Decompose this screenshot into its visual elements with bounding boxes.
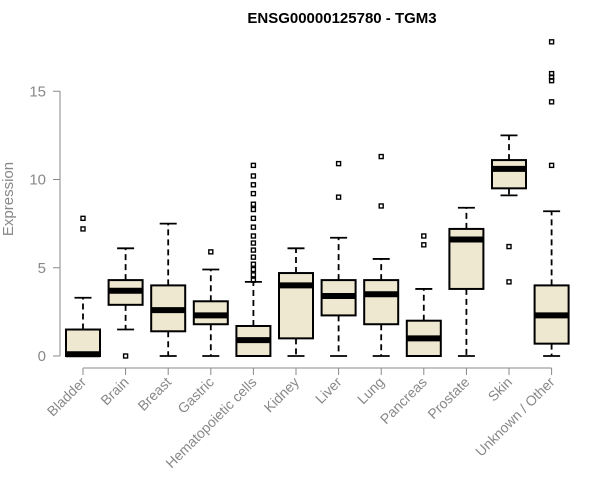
x-tick-label: Bladder [44,374,90,420]
x-tick-label: Pancreas [377,374,430,427]
box-lung [363,153,400,357]
outlier-point [548,99,555,105]
outlier-point [335,194,342,200]
outlier-point [250,261,257,267]
outlier-point [250,277,257,283]
outlier-point [548,39,555,45]
box-unknown-other [533,39,570,357]
outlier-point [548,70,555,77]
outlier-point [421,233,427,239]
y-tick-label: 15 [29,83,46,100]
outlier-point [250,215,257,222]
box-hematopoietic-cells [235,162,272,357]
outlier-point [250,162,257,169]
outlier-point [421,242,427,248]
boxes-group [65,39,570,359]
outlier-point [506,279,512,285]
y-axis: 0 5 10 15 [29,83,61,365]
box-kidney [278,247,314,357]
x-tick-label: Lung [354,374,387,407]
x-tick-label: Unknown / Other [472,374,558,460]
y-tick-label: 5 [38,260,46,277]
x-tick-label: Gastric [174,374,217,417]
box-brain [107,247,144,359]
outlier-point [548,162,555,169]
outlier-point [250,254,257,260]
outlier-point [335,160,342,167]
outlier-point [378,203,384,209]
outlier-point [250,240,257,246]
outlier-point [80,226,86,232]
outlier-point [250,173,257,179]
box-skin [491,134,527,285]
outlier-point [250,190,257,197]
box-iqr [491,159,527,190]
x-tick-label: Brain [97,374,131,408]
x-tick-label: Kidney [261,374,303,416]
outlier-point [80,215,86,222]
box-breast [150,222,187,357]
box-pancreas [405,233,442,358]
x-tick-label: Breast [134,374,174,414]
box-iqr [363,279,400,326]
box-bladder [65,215,101,358]
outlier-point [506,243,512,250]
outlier-point [378,153,384,160]
box-prostate [448,206,485,357]
outlier-point [250,224,257,230]
box-gastric [192,249,229,357]
x-tick-label: Liver [312,374,345,407]
y-tick-label: 10 [29,172,46,189]
outlier-point [250,233,257,239]
outlier-point [250,266,257,273]
x-tick-label: Skin [485,374,516,405]
y-tick-label: 0 [38,348,46,365]
x-tick-label: Prostate [424,374,472,422]
box-liver [320,160,357,357]
outlier-point [250,206,257,213]
outlier-point [122,353,129,359]
chart-title: ENSG00000125780 - TGM3 [247,10,436,27]
outlier-point [250,247,257,253]
outlier-point [208,249,214,255]
outlier-point [250,201,257,207]
outlier-point [250,182,257,188]
outlier-point [250,272,257,278]
y-axis-label: Expression [0,162,17,236]
